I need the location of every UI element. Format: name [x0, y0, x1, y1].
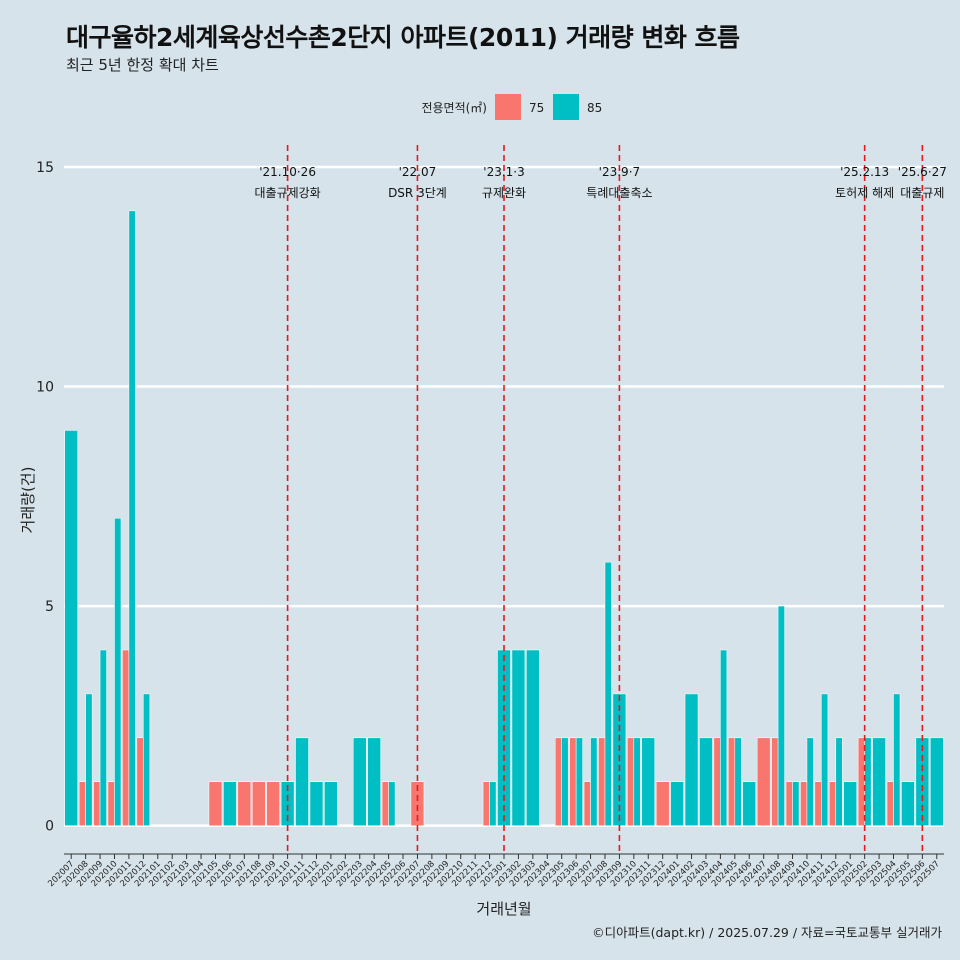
bar-85-202007 [64, 430, 78, 826]
bar-85-202012 [143, 693, 151, 826]
event-date-0: '21.10·26 [259, 165, 316, 179]
bar-85-202501 [843, 781, 857, 826]
y-axis-label: 거래량(건) [19, 467, 37, 534]
bar-75-202407 [756, 737, 771, 826]
event-label-5: 대출규제 [900, 186, 944, 200]
chart-subtitle: 최근 5년 한정 확대 차트 [66, 56, 219, 74]
bar-75-202412 [829, 781, 837, 826]
legend-key-85 [553, 94, 579, 120]
x-axis-label: 거래년월 [476, 900, 531, 918]
bar-85-202009 [99, 649, 107, 826]
bar-85-202310 [633, 737, 641, 826]
bar-85-202010 [114, 518, 122, 826]
bar-75-202502 [857, 737, 865, 826]
bar-75-202011 [122, 649, 130, 826]
legend-label-85: 85 [587, 101, 602, 115]
y-tick-label-0: 0 [45, 819, 54, 835]
bar-85-202409 [792, 781, 800, 826]
y-axis: 0 5 10 15 [36, 160, 54, 835]
bar-75-202008 [78, 781, 86, 826]
bar-85-202406 [742, 781, 756, 826]
bar-85-202302 [511, 649, 526, 826]
bar-75-202212 [482, 781, 490, 826]
event-label-2: 규제완화 [482, 186, 526, 200]
bar-85-202011 [128, 210, 136, 826]
chart-title: 대구율하2세계육상선수촌2단지 아파트(2011) 거래량 변화 흐름 [66, 23, 740, 52]
legend-title: 전용면적(㎡) [421, 101, 487, 115]
bar-85-202404 [720, 649, 728, 826]
y-tick-label-10: 10 [36, 380, 54, 396]
bar-75-202410 [800, 781, 808, 826]
event-date-4: '25.2.13 [840, 165, 889, 179]
event-label-3: 특례대출축소 [586, 186, 652, 200]
bar-85-202412 [835, 737, 843, 826]
bar-75-202012 [136, 737, 144, 826]
bars [64, 210, 944, 826]
event-label-4: 토허제 해제 [835, 186, 894, 200]
bar-75-202308 [598, 737, 606, 826]
bar-85-202204 [367, 737, 381, 826]
bar-75-202312 [655, 781, 670, 826]
bar-85-202311 [641, 737, 656, 826]
bar-85-202205 [388, 781, 396, 826]
bar-85-202212 [489, 781, 497, 826]
y-tick-label-5: 5 [45, 599, 54, 615]
bar-85-202403 [699, 737, 713, 826]
bar-75-202107 [237, 781, 252, 826]
bar-85-202507 [930, 737, 944, 826]
event-label-0: 대출규제강화 [254, 186, 320, 200]
event-date-2: '23.1·3 [483, 165, 524, 179]
legend-label-75: 75 [529, 101, 544, 115]
bar-75-202405 [728, 737, 736, 826]
bar-75-202205 [381, 781, 389, 826]
event-label-1: DSR 3단계 [388, 186, 447, 200]
bar-85-202203 [352, 737, 367, 826]
bar-85-202008 [85, 693, 93, 826]
bar-75-202307 [583, 781, 591, 826]
bar-75-202009 [93, 781, 101, 826]
bar-85-202111 [295, 737, 309, 826]
bar-75-202306 [569, 737, 577, 826]
y-tick-label-15: 15 [36, 160, 54, 176]
bar-85-202505 [901, 781, 915, 826]
bar-85-202401 [670, 781, 684, 826]
bar-75-202409 [785, 781, 793, 826]
bar-85-202504 [893, 693, 901, 826]
bar-85-202402 [684, 693, 699, 826]
bar-75-202305 [554, 737, 562, 826]
bar-85-202307 [590, 737, 598, 826]
bar-85-202305 [561, 737, 569, 826]
event-date-3: '23.9·7 [599, 165, 640, 179]
bar-85-202405 [734, 737, 742, 826]
bar-85-202106 [223, 781, 237, 826]
legend-key-75 [495, 94, 521, 120]
bar-75-202105 [208, 781, 223, 826]
bar-85-202410 [806, 737, 814, 826]
bar-85-202408 [777, 605, 785, 826]
bar-85-202502 [864, 737, 872, 826]
bar-85-202503 [872, 737, 886, 826]
event-date-5: '25.6·27 [898, 165, 947, 179]
event-markers: '21.10·26 대출규제강화 '22.07 DSR 3단계 '23.1·3 규제완화 '… [254, 145, 947, 852]
bar-85-202201 [324, 781, 338, 826]
caption: ©디아파트(dapt.kr) / 2025.07.29 / 자료=국토교통부 실… [592, 925, 942, 940]
bar-75-202010 [107, 781, 115, 826]
bar-75-202504 [886, 781, 894, 826]
bar-85-202411 [821, 693, 829, 826]
x-axis: 2020072020082020092020102020112020122021… [46, 853, 944, 889]
bar-85-202306 [575, 737, 583, 826]
bar-75-202411 [814, 781, 822, 826]
bar-75-202404 [713, 737, 721, 826]
bar-75-202310 [627, 737, 635, 826]
bar-85-202308 [604, 561, 612, 826]
event-date-1: '22.07 [399, 165, 437, 179]
bar-75-202408 [771, 737, 779, 826]
bar-75-202108 [252, 781, 266, 826]
bar-75-202109 [266, 781, 280, 826]
bar-85-202303 [526, 649, 540, 826]
bar-85-202112 [309, 781, 324, 826]
legend: 전용면적(㎡) 75 85 [421, 94, 602, 120]
